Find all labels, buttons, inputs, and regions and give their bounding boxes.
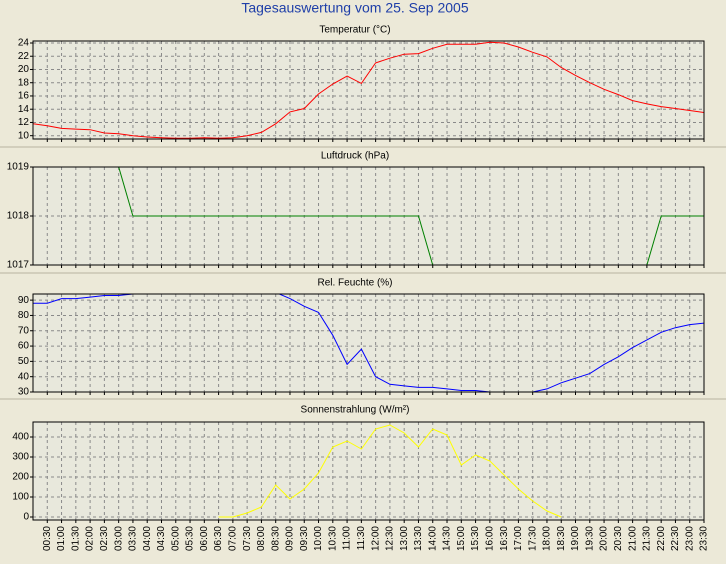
- y-tick-label: 1017: [7, 260, 30, 271]
- x-tick-label: 22:00: [656, 526, 667, 551]
- chart-title: Luftdruck (hPa): [321, 151, 389, 162]
- x-tick-label: 09:30: [299, 526, 310, 551]
- x-tick-label: 20:30: [613, 526, 624, 551]
- y-tick-label: 30: [18, 387, 30, 398]
- y-tick-label: 16: [18, 91, 30, 102]
- clip-group: [218, 424, 562, 518]
- x-tick-label: 08:30: [270, 526, 281, 551]
- y-tick-label: 0: [23, 512, 29, 523]
- x-tick-label: 07:00: [228, 526, 239, 551]
- y-tick-label: 80: [18, 310, 30, 321]
- y-tick-label: 400: [12, 432, 29, 443]
- x-tick-label: 03:30: [128, 526, 139, 551]
- x-tick-label: 17:00: [513, 526, 524, 551]
- x-tick-label: 12:30: [385, 526, 396, 551]
- x-tick-label: 15:00: [456, 526, 467, 551]
- plot-area: [33, 294, 704, 392]
- data-line: [33, 294, 704, 392]
- y-tick-label: 22: [18, 51, 30, 62]
- x-tick-label: 12:00: [370, 526, 381, 551]
- y-tick-label: 300: [12, 452, 29, 463]
- y-tick-label: 24: [18, 38, 30, 49]
- x-tick-label: 20:00: [599, 526, 610, 551]
- y-tick-label: 18: [18, 77, 30, 88]
- chart-title: Sonnenstrahlung (W/m²): [301, 405, 410, 416]
- clip-group: [33, 167, 704, 265]
- x-tick-label: 05:30: [185, 526, 196, 551]
- x-tick-label: 23:30: [699, 526, 710, 551]
- x-tick-label: 16:30: [499, 526, 510, 551]
- x-tick-label: 13:00: [399, 526, 410, 551]
- x-tick-label: 03:00: [113, 526, 124, 551]
- clip-group: [33, 294, 704, 392]
- x-tick-label: 22:30: [670, 526, 681, 551]
- x-tick-label: 18:00: [542, 526, 553, 551]
- x-tick-label: 05:00: [170, 526, 181, 551]
- x-tick-label: 07:30: [242, 526, 253, 551]
- x-tick-label: 08:00: [256, 526, 267, 551]
- plot-frame: [32, 293, 705, 393]
- x-tick-label: 04:00: [142, 526, 153, 551]
- x-tick-label: 21:00: [627, 526, 638, 551]
- x-tick-label: 11:00: [342, 526, 353, 551]
- x-tick-label: 14:00: [427, 526, 438, 551]
- page-title: Tagesauswertung vom 25. Sep 2005: [241, 0, 468, 16]
- y-tick-label: 40: [18, 371, 30, 382]
- x-tick-label: 04:30: [156, 526, 167, 551]
- x-tick-label: 11:30: [356, 526, 367, 551]
- x-tick-label: 02:00: [85, 526, 96, 551]
- x-tick-label: 13:30: [413, 526, 424, 551]
- x-tick-label: 19:00: [570, 526, 581, 551]
- data-line: [33, 167, 704, 265]
- x-tick-label: 09:00: [285, 526, 296, 551]
- x-tick-label: 01:00: [56, 526, 67, 551]
- y-tick-label: 1018: [7, 211, 30, 222]
- x-tick-label: 19:30: [584, 526, 595, 551]
- x-tick-label: 01:30: [70, 526, 81, 551]
- x-tick-label: 10:00: [313, 526, 324, 551]
- plot-frame: [32, 40, 705, 140]
- y-tick-label: 200: [12, 472, 29, 483]
- plot-frame: [32, 166, 705, 266]
- plot-frame: [32, 421, 705, 521]
- x-tick-label: 10:30: [327, 526, 338, 551]
- y-tick-label: 10: [18, 130, 30, 141]
- x-tick-label: 21:30: [642, 526, 653, 551]
- data-line: [33, 41, 704, 139]
- x-tick-label: 23:00: [684, 526, 695, 551]
- y-tick-label: 14: [18, 104, 30, 115]
- y-tick-label: 1019: [7, 162, 30, 173]
- y-tick-label: 20: [18, 64, 30, 75]
- x-tick-label: 16:00: [484, 526, 495, 551]
- x-tick-label: 02:30: [99, 526, 110, 551]
- chart-title: Temperatur (°C): [319, 25, 390, 36]
- y-tick-label: 50: [18, 356, 30, 367]
- x-tick-label: 14:30: [442, 526, 453, 551]
- x-tick-label: 17:30: [527, 526, 538, 551]
- x-tick-label: 15:30: [470, 526, 481, 551]
- data-line: [218, 424, 562, 518]
- x-tick-label: 06:00: [199, 526, 210, 551]
- x-tick-label: 06:30: [213, 526, 224, 551]
- chart-title: Rel. Feuchte (%): [317, 278, 392, 289]
- y-tick-label: 70: [18, 325, 30, 336]
- y-tick-label: 60: [18, 341, 30, 352]
- plot-area: [33, 41, 704, 139]
- x-tick-label: 18:30: [556, 526, 567, 551]
- y-tick-label: 90: [18, 295, 30, 306]
- y-tick-label: 100: [12, 492, 29, 503]
- x-tick-label: 00:30: [42, 526, 53, 551]
- clip-group: [33, 41, 704, 139]
- y-tick-label: 12: [18, 117, 30, 128]
